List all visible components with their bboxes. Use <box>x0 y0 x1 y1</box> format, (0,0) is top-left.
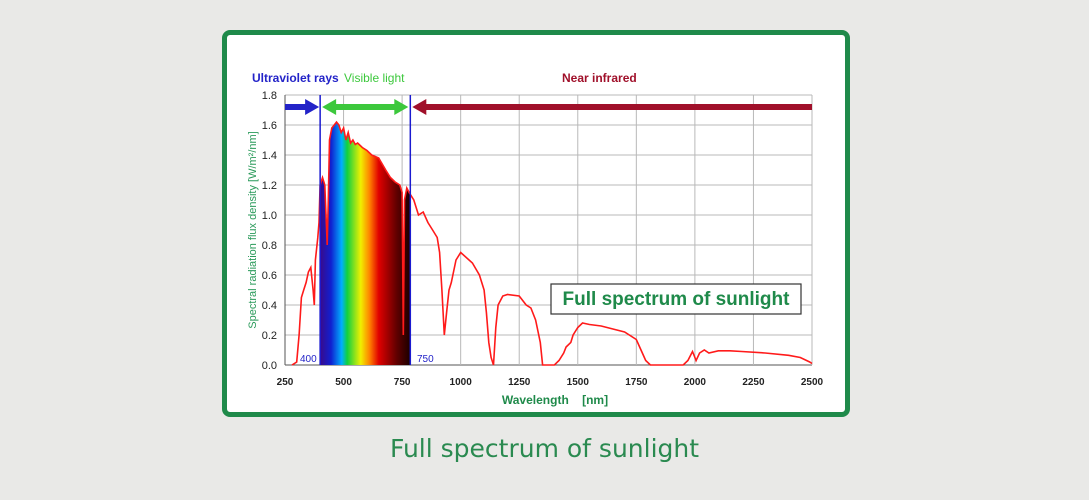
y-tick-label: 0.2 <box>262 330 277 342</box>
visible-spectrum-band <box>320 122 411 365</box>
x-tick-label: 1750 <box>625 377 648 388</box>
marker-label-400: 400 <box>300 354 317 365</box>
marker-label-750: 750 <box>417 354 434 365</box>
title-box <box>550 283 802 315</box>
x-tick-label: 1250 <box>508 377 531 388</box>
x-axis-label: Wavelength [nm] <box>502 393 608 407</box>
y-tick-label: 1.8 <box>262 90 277 102</box>
region-label-visible: Visible light <box>344 71 405 85</box>
y-tick-label: 0.6 <box>262 270 277 282</box>
visible-arrow-head <box>394 99 409 115</box>
y-axis-label: Spectral radiation flux density [W/m²/nm… <box>247 131 259 328</box>
x-tick-label: 500 <box>335 377 352 388</box>
y-tick-label: 0.4 <box>262 300 277 312</box>
x-tick-label: 250 <box>277 377 294 388</box>
y-tick-label: 1.6 <box>262 120 277 132</box>
x-tick-label: 750 <box>394 377 411 388</box>
x-tick-label: 2250 <box>742 377 765 388</box>
x-tick-label: 1000 <box>450 377 473 388</box>
figure-caption: Full spectrum of sunlight <box>389 434 700 463</box>
y-tick-label: 1.0 <box>262 210 277 222</box>
x-tick-label: 2500 <box>801 377 824 388</box>
x-tick-label: 1500 <box>567 377 590 388</box>
nir-arrow-head <box>412 99 427 115</box>
visible-arrow-head <box>322 99 337 115</box>
y-tick-label: 1.2 <box>262 180 277 192</box>
y-tick-label: 0.0 <box>262 360 277 372</box>
y-tick-label: 0.8 <box>262 240 277 252</box>
spectrum-line <box>291 120 813 366</box>
region-label-nir: Near infrared <box>562 71 637 85</box>
uv-arrow-head <box>305 99 320 115</box>
region-label-uv: Ultraviolet rays <box>252 71 339 85</box>
y-tick-label: 1.4 <box>262 150 277 162</box>
x-tick-label: 2000 <box>684 377 707 388</box>
title-box-text: Full spectrum of sunlight <box>563 289 791 310</box>
